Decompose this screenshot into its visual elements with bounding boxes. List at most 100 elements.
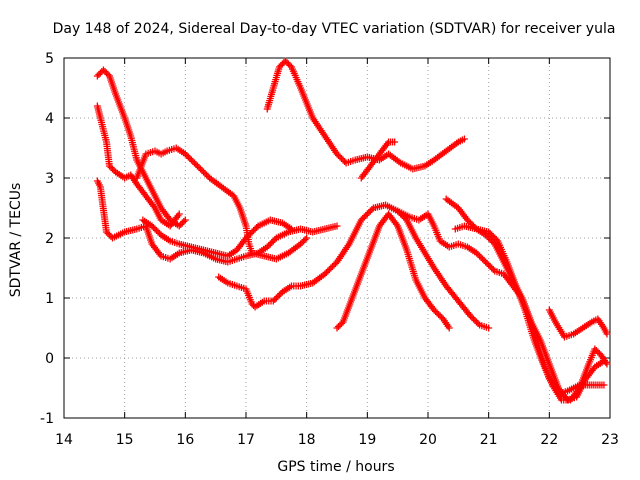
data-point-plus — [335, 152, 343, 159]
data-point-plus — [101, 68, 109, 75]
data-point-plus — [477, 254, 485, 261]
data-point-plus — [324, 267, 332, 275]
y-tick-label: -1 — [40, 411, 54, 427]
chart-title: Day 148 of 2024, Sidereal Day-to-day VTE… — [53, 21, 616, 37]
data-point-plus — [486, 236, 494, 243]
data-point-plus — [286, 62, 294, 69]
x-tick-label: 16 — [176, 432, 194, 448]
data-point-plus — [181, 150, 189, 158]
data-point-plus — [277, 62, 285, 69]
x-tick-label: 17 — [237, 432, 255, 448]
data-point-plus — [303, 234, 311, 242]
data-point-plus — [298, 239, 306, 246]
data-point-plus — [483, 260, 491, 267]
data-point-plus — [486, 230, 494, 237]
y-tick-label: 1 — [45, 291, 54, 307]
data-point-plus — [445, 324, 453, 332]
data-point-plus — [603, 330, 611, 338]
data-point-plus — [488, 264, 496, 272]
data-point-plus — [263, 243, 271, 251]
x-tick-label: 18 — [298, 432, 316, 448]
data-point-plus — [592, 347, 600, 354]
data-point-plus — [400, 213, 408, 221]
data-point-plus — [391, 138, 399, 146]
data-point-plus — [336, 321, 344, 329]
data-point-plus — [99, 66, 107, 74]
data-point-plus — [333, 324, 341, 332]
data-point-plus — [300, 237, 308, 245]
data-point-plus — [102, 228, 110, 236]
data-point-plus — [154, 228, 162, 236]
data-point-plus — [366, 207, 374, 215]
data-point-plus — [466, 312, 474, 320]
data-point-plus — [190, 159, 198, 167]
data-point-plus — [247, 230, 255, 237]
data-point-plus — [468, 314, 476, 321]
data-point-plus — [395, 209, 403, 216]
data-series — [93, 57, 611, 404]
data-point-plus — [488, 237, 496, 245]
data-point-plus — [245, 231, 253, 239]
data-point-plus — [269, 237, 277, 245]
data-point-plus — [322, 269, 330, 276]
data-point-plus — [482, 258, 490, 266]
data-point-plus — [93, 72, 101, 80]
series-track-j — [394, 207, 493, 332]
data-point-plus — [153, 227, 161, 234]
data-point-plus — [474, 320, 482, 327]
data-point-plus — [488, 231, 496, 239]
data-point-plus — [325, 266, 333, 273]
data-point-plus — [394, 207, 402, 215]
x-tick-label: 21 — [480, 432, 498, 448]
data-point-plus — [95, 71, 103, 78]
grid — [64, 58, 610, 418]
series-track-e — [139, 216, 295, 260]
data-point-plus — [591, 345, 599, 353]
data-point-plus — [463, 216, 471, 224]
data-point-plus — [192, 161, 200, 168]
data-point-plus — [106, 231, 113, 239]
data-point-plus — [266, 240, 274, 248]
data-point-plus — [359, 215, 367, 222]
data-point-plus — [471, 317, 479, 324]
data-point-plus — [180, 218, 188, 225]
data-point-plus — [186, 155, 194, 162]
data-point-plus — [250, 227, 258, 234]
data-point-plus — [338, 155, 346, 162]
data-point-plus — [184, 153, 192, 161]
data-point-plus — [330, 261, 338, 269]
data-point-plus — [321, 270, 329, 278]
data-point-plus — [365, 209, 373, 216]
data-point-plus — [398, 212, 406, 219]
data-point-plus — [181, 216, 189, 224]
data-point-plus — [189, 158, 197, 165]
data-point-plus — [339, 156, 347, 164]
data-point-plus — [203, 171, 211, 179]
data-point-plus — [473, 318, 481, 326]
data-point-plus — [283, 59, 291, 66]
x-tick-label: 23 — [601, 432, 619, 448]
data-point-plus — [96, 69, 104, 77]
data-point-plus — [178, 219, 186, 227]
series-track-l — [451, 222, 611, 404]
y-tick-label: 2 — [45, 231, 54, 247]
data-point-plus — [357, 216, 365, 224]
data-point-plus — [336, 153, 344, 161]
data-point-plus — [107, 164, 115, 171]
x-tick-label: 19 — [358, 432, 376, 448]
data-point-plus — [470, 315, 477, 323]
data-point-plus — [148, 222, 156, 230]
data-point-plus — [492, 236, 500, 243]
data-point-plus — [485, 234, 493, 242]
data-point-plus — [183, 152, 191, 159]
data-point-plus — [253, 224, 261, 231]
data-point-plus — [251, 225, 259, 233]
data-point-plus — [363, 210, 371, 218]
data-point-plus — [193, 162, 201, 170]
data-point-plus — [335, 323, 343, 330]
data-point-plus — [341, 158, 349, 165]
data-point-plus — [600, 381, 608, 389]
y-tick-label: 3 — [45, 171, 54, 187]
